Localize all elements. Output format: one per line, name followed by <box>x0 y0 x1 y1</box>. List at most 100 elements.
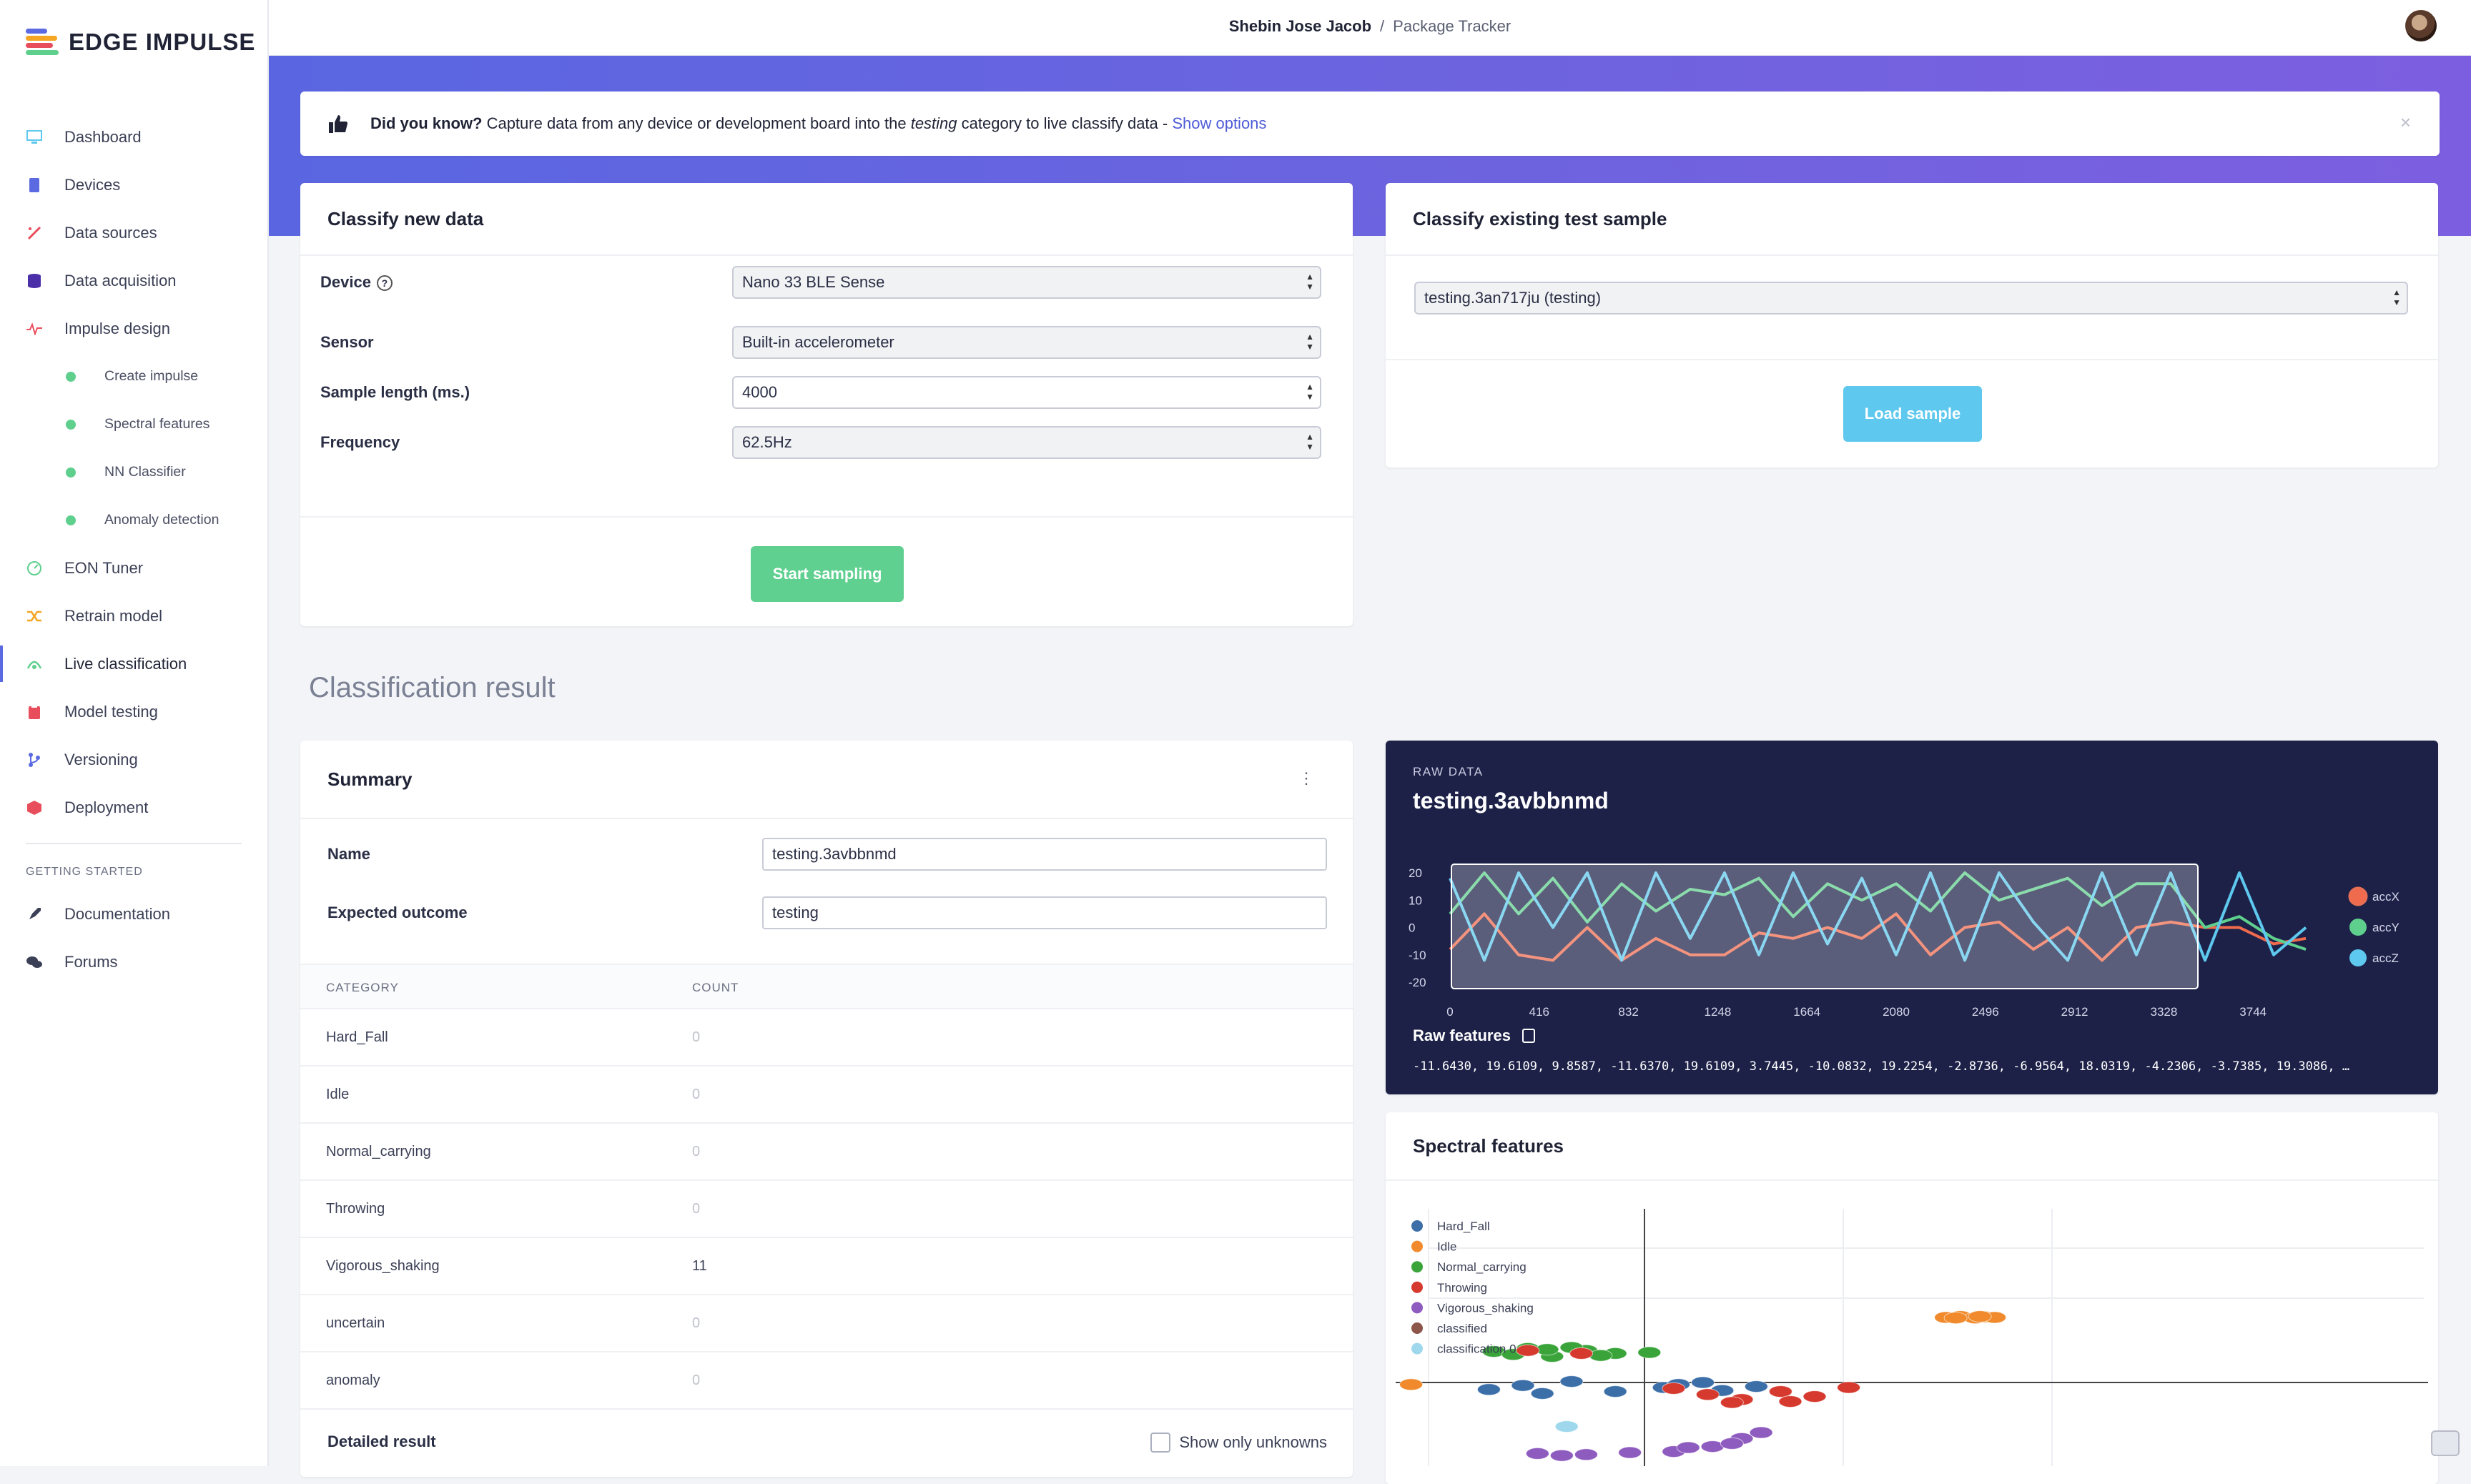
spectral-features-card: Spectral features Hard_Fall Idle Normal_ca… <box>1386 1112 2438 1484</box>
raw-data-sample-name: testing.3avbbnmd <box>1413 788 1609 813</box>
close-icon[interactable]: × <box>2400 112 2411 133</box>
device-select[interactable]: Nano 33 BLE Sense ▲ ▼ <box>732 266 1321 299</box>
raw-data-tag: RAW DATA <box>1413 765 1484 778</box>
feedback-icon[interactable] <box>2431 1430 2460 1456</box>
start-sampling-button[interactable]: Start sampling <box>751 546 904 602</box>
name-field[interactable]: testing.3avbbnmd <box>762 838 1327 871</box>
info-banner: Did you know? Capture data from any devi… <box>300 91 2440 156</box>
sidebar-item-impulse-design[interactable]: Impulse design <box>0 305 267 352</box>
count-cell: 0 <box>692 1144 701 1159</box>
sidebar-item-documentation[interactable]: Documentation <box>0 890 267 938</box>
legend-label: accY <box>2372 921 2400 934</box>
scatter-point-Vigorous_shaking <box>1574 1448 1598 1461</box>
series-line-accZ <box>1449 871 2307 962</box>
classify-existing-card: Classify existing test sample testing.3a… <box>1386 183 2438 468</box>
select-arrows-icon: ▲ ▼ <box>1306 272 1314 292</box>
info-text: Did you know? Capture data from any devi… <box>370 114 1267 132</box>
sensor-select[interactable]: Built-in accelerometer ▲ ▼ <box>732 326 1321 359</box>
pulse-icon <box>26 320 43 337</box>
scatter-point-Hard_Fall <box>1530 1387 1554 1400</box>
column-header-count: COUNT <box>692 981 739 994</box>
sidebar-item-retrain-model[interactable]: Retrain model <box>0 592 267 640</box>
legend-label: Normal_carrying <box>1437 1260 1527 1274</box>
scatter-point-Vigorous_shaking <box>1676 1441 1700 1454</box>
scatter-point-Normal_carrying <box>1637 1346 1662 1359</box>
sidebar-subitem-create-impulse[interactable]: Create impulse <box>0 352 267 400</box>
branch-icon <box>26 751 43 768</box>
sidebar-item-data-acquisition[interactable]: Data acquisition <box>0 257 267 305</box>
stepper-icon[interactable]: ▲ ▼ <box>1306 382 1314 402</box>
legend-label: classification 0 <box>1437 1342 1516 1356</box>
thumbs-up-icon <box>327 113 349 134</box>
load-sample-button[interactable]: Load sample <box>1843 386 1982 442</box>
breadcrumb: Shebin Jose Jacob / Package Tracker <box>269 0 2471 53</box>
legend-marker <box>1411 1281 1423 1293</box>
count-cell: 0 <box>692 1201 701 1217</box>
count-cell: 0 <box>692 1029 701 1045</box>
more-options-icon[interactable]: ⋮ <box>1298 769 1314 787</box>
sidebar-item-dashboard[interactable]: Dashboard <box>0 113 267 161</box>
help-icon[interactable]: ? <box>376 275 393 292</box>
category-cell: Throwing <box>326 1201 385 1217</box>
scatter-point-Throwing <box>1778 1395 1802 1408</box>
x-tick-label: 3328 <box>2150 1005 2177 1019</box>
raw-data-chart[interactable]: 20 10 0 -10 -20 0 416 832 1248 1664 2080 2496 2912 33… <box>1386 741 2438 1027</box>
spectral-features-chart[interactable]: Hard_Fall Idle Normal_carrying Throwing Vigo… <box>1386 1112 2438 1466</box>
x-tick-label: 2912 <box>2061 1005 2088 1019</box>
frequency-select[interactable]: 62.5Hz ▲ ▼ <box>732 426 1321 459</box>
test-sample-select[interactable]: testing.3an717ju (testing) ▲ ▼ <box>1414 282 2408 315</box>
scatter-point-Idle <box>1968 1310 1992 1323</box>
copy-icon[interactable] <box>1521 1029 1535 1043</box>
sidebar-item-forums[interactable]: Forums <box>0 938 267 986</box>
count-cell: 0 <box>692 1087 701 1102</box>
sample-length-input[interactable]: 4000 ▲ ▼ <box>732 376 1321 409</box>
legend-label: accX <box>2372 890 2400 904</box>
scatter-point-Vigorous_shaking <box>1720 1437 1744 1450</box>
sidebar-item-data-sources[interactable]: Data sources <box>0 209 267 257</box>
sidebar-item-live-classification[interactable]: Live classification <box>0 640 267 688</box>
breadcrumb-user[interactable]: Shebin Jose Jacob <box>1228 17 1372 35</box>
box-icon <box>26 799 43 816</box>
sidebar-item-label: Anomaly detection <box>104 512 220 528</box>
sidebar-subitem-spectral-features[interactable]: Spectral features <box>0 400 267 448</box>
scatter-point-Throwing <box>1695 1388 1720 1401</box>
sidebar-item-model-testing[interactable]: Model testing <box>0 688 267 736</box>
sidebar-item-label: Data acquisition <box>64 271 177 290</box>
classify-new-data-card: Classify new data Device? Nano 33 BLE Se… <box>300 183 1353 626</box>
sidebar-item-versioning[interactable]: Versioning <box>0 736 267 783</box>
table-row: anomaly 0 <box>300 1352 1353 1410</box>
card-title: Spectral features <box>1413 1134 1564 1157</box>
scatter-point-Throwing <box>1837 1381 1861 1394</box>
getting-started-heading: GETTING STARTED <box>26 866 143 878</box>
table-row: Vigorous_shaking 11 <box>300 1238 1353 1295</box>
breadcrumb-separator: / <box>1380 17 1385 35</box>
sidebar-item-eon-tuner[interactable]: EON Tuner <box>0 544 267 592</box>
checkbox-label: Show only unknowns <box>1179 1433 1327 1451</box>
x-tick-label: 832 <box>1618 1005 1638 1019</box>
sidebar-subitem-anomaly-detection[interactable]: Anomaly detection <box>0 496 267 544</box>
sidebar-item-deployment[interactable]: Deployment <box>0 783 267 831</box>
sidebar-item-label: Impulse design <box>64 319 170 337</box>
sidebar-item-devices[interactable]: Devices <box>0 161 267 209</box>
expected-outcome-field[interactable]: testing <box>762 896 1327 929</box>
status-dot <box>66 467 76 478</box>
legend-marker <box>2348 886 2368 906</box>
select-arrows-icon: ▲ ▼ <box>1306 432 1314 452</box>
legend-label: accZ <box>2372 951 2399 965</box>
avatar[interactable] <box>2405 10 2437 41</box>
scatter-point-Hard_Fall <box>1603 1385 1627 1398</box>
breadcrumb-project[interactable]: Package Tracker <box>1393 17 1511 35</box>
logo[interactable]: EDGE IMPULSE <box>26 27 255 57</box>
detailed-result-label: Detailed result <box>327 1433 436 1450</box>
checkbox[interactable] <box>1150 1433 1171 1453</box>
scatter-point-Vigorous_shaking <box>1618 1446 1642 1459</box>
show-only-unknowns-toggle[interactable]: Show only unknowns <box>1150 1433 1327 1453</box>
x-tick-label: 0 <box>1446 1005 1453 1019</box>
scatter-point-Throwing <box>1768 1385 1792 1398</box>
show-options-link[interactable]: Show options <box>1172 114 1267 132</box>
legend-marker <box>1411 1261 1423 1273</box>
sidebar-subitem-nn-classifier[interactable]: NN Classifier <box>0 448 267 496</box>
card-title: Classify existing test sample <box>1413 207 1667 229</box>
sidebar-item-label: Spectral features <box>104 416 210 432</box>
sidebar-item-label: Dashboard <box>64 127 142 146</box>
